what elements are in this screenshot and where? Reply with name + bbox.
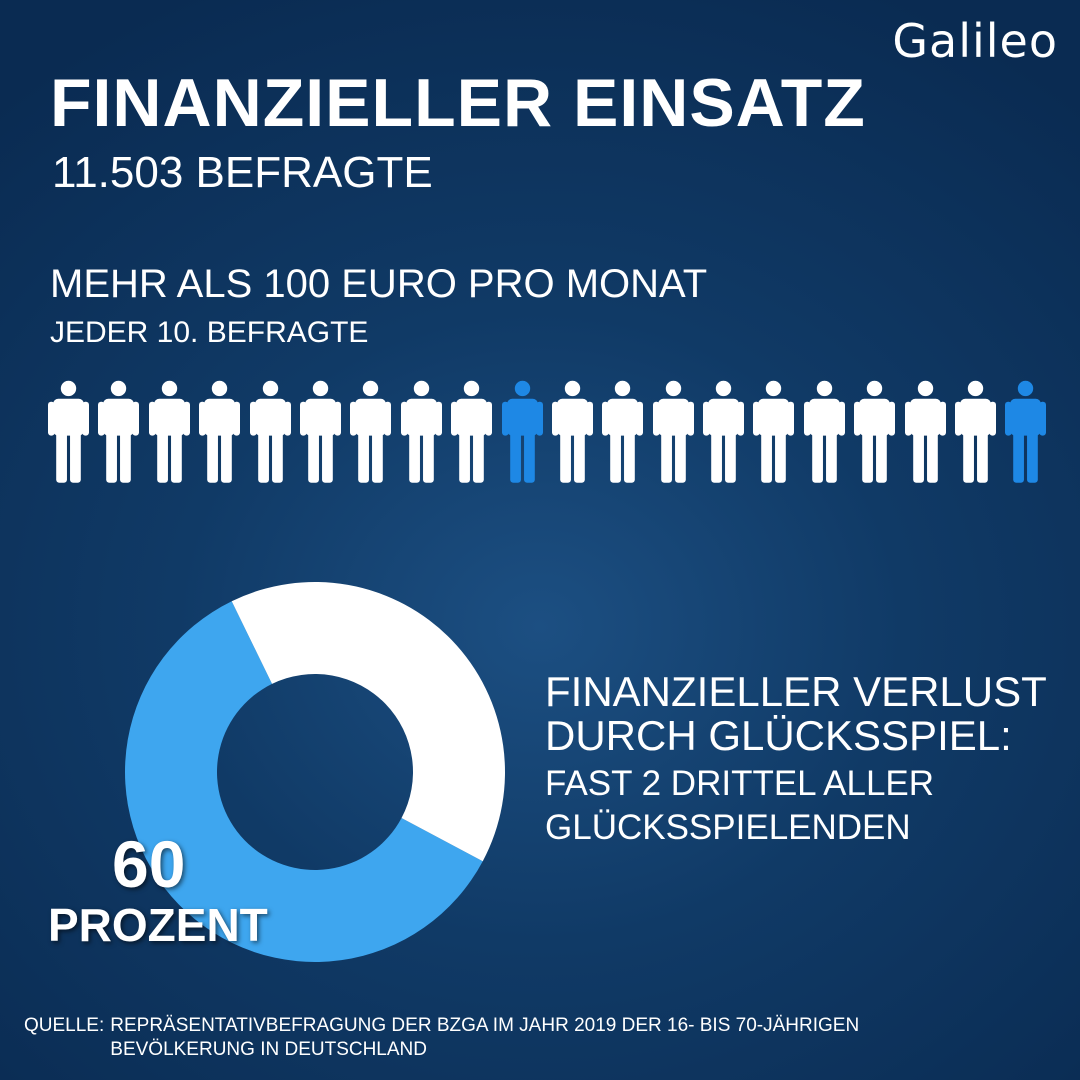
person-icon-highlighted bbox=[1005, 380, 1047, 483]
loss-headline-line-2: DURCH GLÜCKSSPIEL: bbox=[545, 712, 1012, 759]
donut-slice-rest bbox=[231, 582, 505, 862]
loss-subline: FAST 2 DRITTEL ALLER GLÜCKSSPIELENDEN bbox=[545, 762, 934, 850]
person-icon bbox=[753, 380, 795, 483]
loss-subline-line-1: FAST 2 DRITTEL ALLER bbox=[545, 764, 935, 803]
source-line-1: REPRÄSENTATIVBEFRAGUNG DER BZGA IM JAHR … bbox=[110, 1015, 860, 1036]
person-icon bbox=[955, 380, 997, 483]
galileo-logo: Galileo bbox=[892, 14, 1058, 68]
person-icon bbox=[199, 380, 241, 483]
person-icon bbox=[551, 380, 593, 483]
percent-label: PROZENT bbox=[48, 899, 268, 951]
spending-subline: JEDER 10. BEFRAGTE bbox=[50, 316, 369, 349]
source-prefix: QUELLE: bbox=[24, 1015, 105, 1036]
page-title: FINANZIELLER EINSATZ bbox=[50, 65, 866, 141]
loss-headline-line-1: FINANZIELLER VERLUST bbox=[545, 668, 1047, 715]
respondent-count: 11.503 BEFRAGTE bbox=[52, 148, 433, 197]
person-icon-row bbox=[48, 380, 1047, 483]
person-icon bbox=[703, 380, 745, 483]
person-icon bbox=[904, 380, 946, 483]
person-icon bbox=[48, 380, 89, 483]
spending-headline: MEHR ALS 100 EURO PRO MONAT bbox=[50, 262, 708, 306]
loss-headline: FINANZIELLER VERLUST DURCH GLÜCKSSPIEL: bbox=[545, 670, 1047, 758]
person-icon bbox=[148, 380, 190, 483]
person-icon bbox=[451, 380, 493, 483]
donut-slice-loss bbox=[125, 601, 483, 962]
person-icon bbox=[98, 380, 140, 483]
person-icon bbox=[400, 380, 442, 483]
person-icon-highlighted bbox=[501, 380, 543, 483]
loss-subline-line-2: GLÜCKSSPIELENDEN bbox=[545, 808, 911, 847]
donut-chart bbox=[125, 582, 505, 962]
person-icon bbox=[854, 380, 896, 483]
person-icon bbox=[249, 380, 291, 483]
person-icon bbox=[803, 380, 845, 483]
percent-value: 60 bbox=[112, 827, 186, 901]
person-icon bbox=[602, 380, 644, 483]
person-icon bbox=[299, 380, 341, 483]
source-line-2: BEVÖLKERUNG IN DEUTSCHLAND bbox=[110, 1039, 427, 1060]
person-icon bbox=[652, 380, 694, 483]
source-note: QUELLE: REPRÄSENTATIVBEFRAGUNG DER BZGA … bbox=[24, 1014, 859, 1062]
person-icon bbox=[350, 380, 392, 483]
